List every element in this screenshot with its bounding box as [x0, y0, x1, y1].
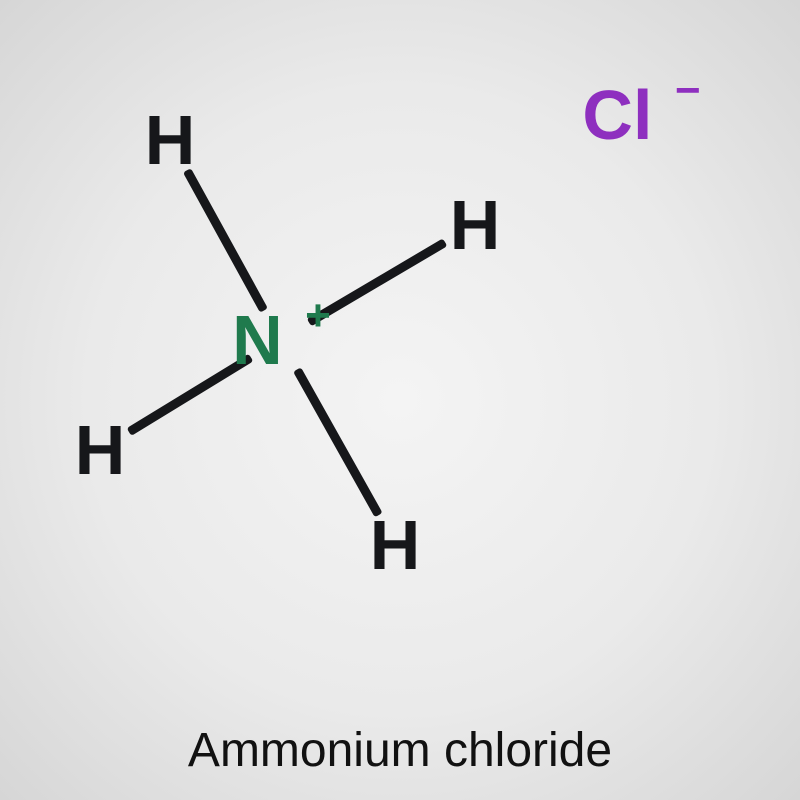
- hydrogen-atom-bottom: H: [370, 510, 421, 580]
- chemical-structure-diagram: N + H H H H Cl − Ammonium chloride: [0, 0, 800, 800]
- hydrogen-atom-top: H: [145, 105, 196, 175]
- compound-name-text: Ammonium chloride: [188, 724, 612, 777]
- chloride-label: Cl: [582, 76, 652, 154]
- hydrogen-label: H: [450, 186, 501, 264]
- hydrogen-atom-left: H: [75, 415, 126, 485]
- hydrogen-label: H: [75, 411, 126, 489]
- nitrogen-charge: +: [305, 291, 331, 340]
- hydrogen-label: H: [370, 506, 421, 584]
- chloride-charge: −: [675, 66, 701, 115]
- bond: [293, 367, 383, 517]
- chloride-ion: Cl −: [582, 80, 697, 150]
- nitrogen-label: N: [232, 301, 283, 379]
- hydrogen-atom-right: H: [450, 190, 501, 260]
- compound-name: Ammonium chloride: [0, 723, 800, 778]
- nitrogen-atom: N +: [232, 305, 328, 375]
- hydrogen-label: H: [145, 101, 196, 179]
- bond: [182, 168, 267, 313]
